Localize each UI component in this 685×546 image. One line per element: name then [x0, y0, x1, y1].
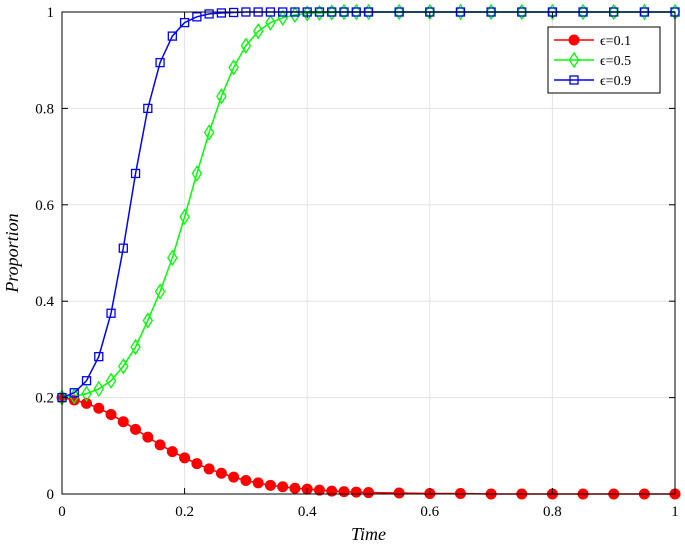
y-tick-label: 0.2 [35, 391, 54, 407]
data-point [179, 208, 190, 226]
legend: ϵ=0.1 ϵ=0.5 ϵ=0.9 [547, 26, 661, 94]
data-point [265, 14, 276, 31]
data-point [179, 17, 190, 28]
data-point [516, 3, 528, 21]
data-point [142, 312, 154, 329]
data-point [577, 3, 589, 21]
data-point [639, 3, 650, 21]
y-tick-label: 0.8 [35, 101, 54, 117]
data-point [204, 9, 214, 19]
data-point [69, 388, 79, 398]
y-tick-label: 0 [47, 487, 55, 503]
data-point [203, 124, 215, 141]
data-point [118, 243, 128, 253]
axes-box [61, 11, 676, 495]
legend-item: ϵ=0.5 [554, 51, 631, 69]
data-point [105, 408, 117, 420]
data-point [350, 3, 362, 21]
data-point [485, 3, 497, 21]
data-point [191, 165, 203, 182]
data-point [192, 12, 202, 22]
data-point [167, 31, 177, 41]
data-point [118, 358, 129, 375]
series-line [61, 396, 675, 495]
data-point [216, 88, 227, 105]
data-point [228, 471, 240, 483]
data-point [167, 249, 178, 267]
data-point [252, 477, 264, 489]
data-point [252, 23, 264, 40]
legend-marker [568, 51, 580, 69]
data-point [338, 3, 350, 21]
data-point [608, 3, 619, 21]
x-tick-label: 0.8 [543, 504, 562, 520]
data-point [455, 3, 466, 21]
data-point [289, 482, 301, 494]
data-point [117, 416, 129, 428]
legend-marker [569, 75, 579, 85]
data-point [130, 338, 141, 356]
tick-marks [61, 11, 676, 495]
data-point [94, 351, 104, 362]
data-point [130, 168, 141, 179]
data-point [350, 486, 362, 498]
data-point [216, 8, 227, 18]
y-tick-label: 0.4 [35, 294, 54, 310]
data-point [143, 103, 153, 114]
data-point [203, 463, 215, 475]
data-point [130, 423, 142, 435]
data-point [191, 458, 203, 470]
data-point [363, 3, 374, 21]
data-point [326, 485, 338, 497]
data-point [301, 5, 313, 22]
data-point [228, 59, 239, 76]
data-point [81, 385, 92, 402]
data-point [326, 4, 337, 21]
data-point [106, 308, 116, 318]
data-point [363, 487, 374, 499]
x-tick-label: 0.2 [175, 504, 194, 520]
y-tick-label: 0.6 [35, 198, 54, 214]
data-point [155, 57, 165, 68]
data-point [215, 467, 227, 479]
data-point [105, 372, 117, 389]
series-1 [56, 392, 681, 500]
data-point [81, 397, 93, 409]
data-point [93, 402, 105, 414]
data-point [179, 452, 191, 464]
data-point [393, 487, 405, 499]
x-tick-label: 1 [671, 504, 679, 520]
data-point [240, 475, 252, 487]
data-point [154, 439, 166, 451]
data-point [547, 3, 558, 21]
legend-marker [568, 34, 580, 46]
x-tick-label: 0.4 [298, 504, 317, 520]
tick-labels: 0 0.2 0.4 0.6 0.8 1 0 0.2 0.4 0.6 0.8 1 [35, 5, 679, 520]
legend-label: ϵ=0.5 [600, 54, 631, 69]
legend-label: ϵ=0.9 [600, 74, 631, 89]
x-axis-label: Time [351, 524, 386, 544]
data-point [93, 380, 105, 398]
legend-label: ϵ=0.1 [600, 34, 631, 49]
data-point [314, 4, 325, 22]
legend-item: ϵ=0.1 [554, 34, 631, 49]
data-point [240, 37, 252, 54]
x-tick-label: 0 [58, 504, 66, 520]
x-tick-label: 0.6 [420, 504, 439, 520]
data-point [338, 486, 350, 498]
data-point [142, 431, 154, 443]
data-point [166, 446, 178, 458]
data-point [264, 479, 276, 491]
data-point [313, 484, 325, 496]
data-point [154, 283, 166, 300]
y-axis-label: Proportion [2, 213, 22, 293]
data-point [277, 481, 289, 493]
legend-item: ϵ=0.9 [554, 74, 631, 89]
y-tick-label: 1 [47, 5, 55, 21]
data-point [393, 3, 405, 21]
data-point [68, 394, 80, 406]
data-point [424, 3, 436, 21]
data-point [81, 376, 92, 386]
